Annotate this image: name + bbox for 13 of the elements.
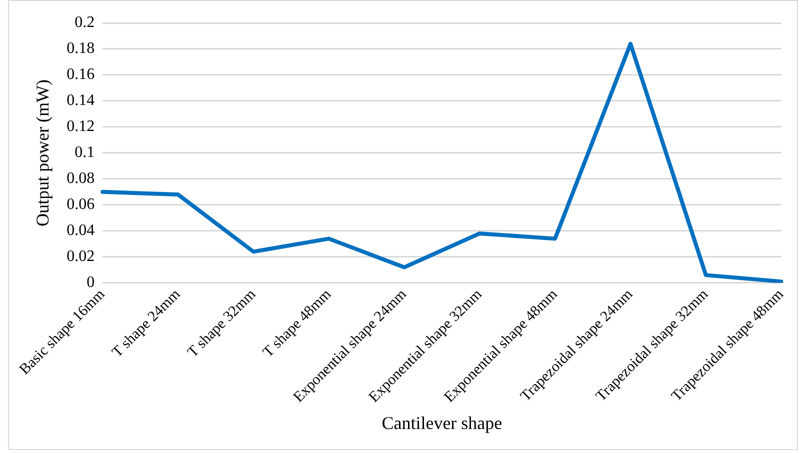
y-tick-label: 0 [86, 274, 95, 292]
y-tick-label: 0.1 [74, 144, 95, 162]
x-axis-title: Cantilever shape [382, 412, 502, 433]
y-tick-label: 0.08 [66, 170, 95, 188]
y-tick-label: 0.16 [66, 66, 95, 84]
y-tick-label: 0.02 [66, 248, 95, 266]
y-tick-label: 0.2 [74, 14, 95, 32]
y-tick-label: 0.14 [66, 92, 95, 110]
y-tick-label: 0.12 [66, 118, 95, 136]
y-tick-label: 0.06 [66, 196, 95, 214]
y-tick-label: 0.18 [66, 40, 95, 58]
y-axis-title: Output power (mW) [32, 79, 53, 226]
y-tick-label: 0.04 [66, 222, 95, 240]
